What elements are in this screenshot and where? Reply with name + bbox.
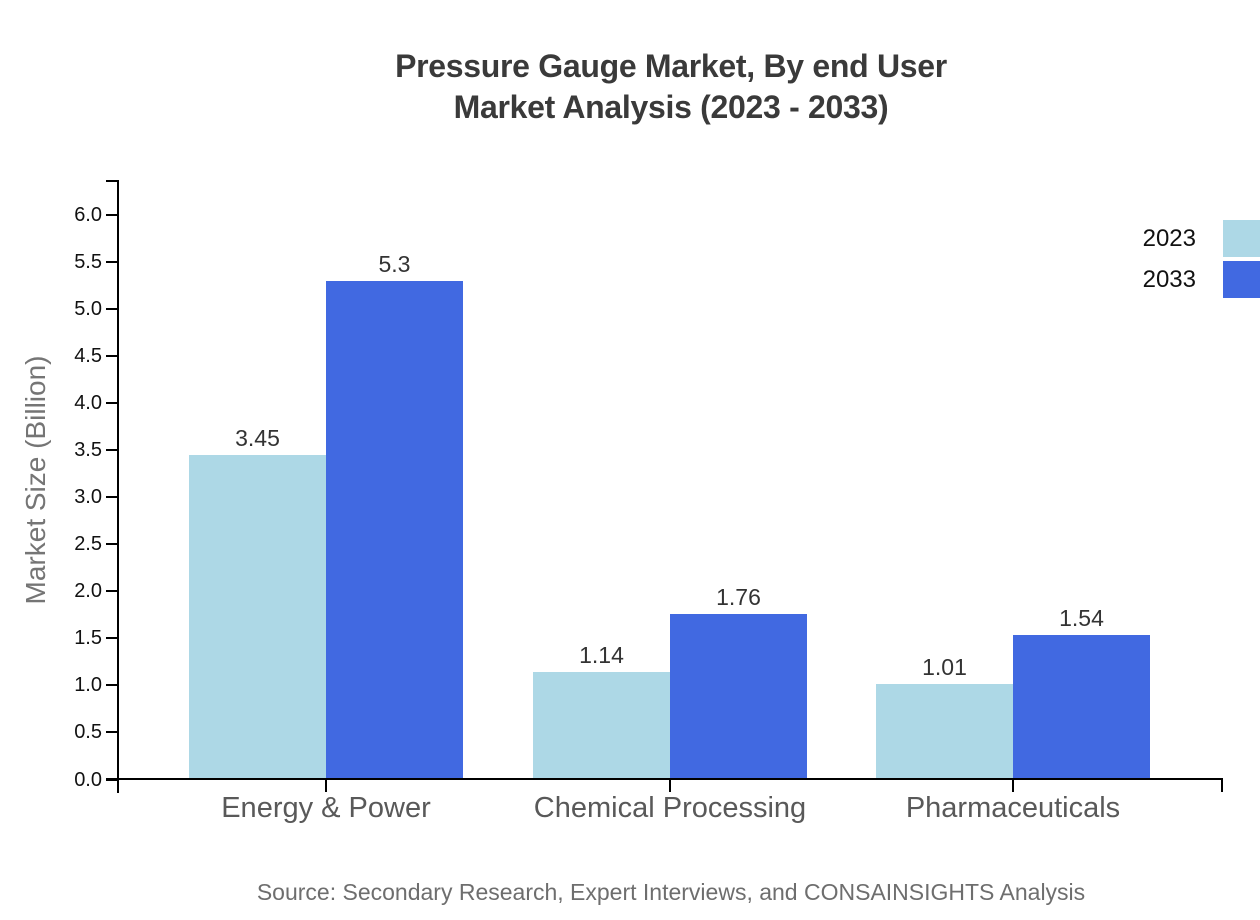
y-tick-label-2: 1.0 xyxy=(74,674,102,696)
y-tick-label-12: 6.0 xyxy=(74,204,102,226)
chart-title: Pressure Gauge Market, By end User Marke… xyxy=(119,46,1223,128)
y-tick-7 xyxy=(106,449,118,451)
x-tick-2 xyxy=(1012,778,1014,792)
legend-swatch-2033 xyxy=(1223,261,1260,298)
y-tick-6 xyxy=(106,496,118,498)
legend-swatch-2023 xyxy=(1223,220,1260,257)
chart-title-line2: Market Analysis (2023 - 2033) xyxy=(453,89,889,125)
y-tick-label-0: 0.0 xyxy=(74,769,102,791)
value-label-2033-energy-power: 5.3 xyxy=(378,251,411,277)
y-tick-11 xyxy=(106,261,118,263)
y-tick-label-3: 1.5 xyxy=(74,627,102,649)
y-tick-2 xyxy=(106,684,118,686)
x-tick-1 xyxy=(669,778,671,792)
y-tick-label-9: 4.5 xyxy=(74,345,102,367)
value-label-2033-pharmaceuticals: 1.54 xyxy=(1059,605,1104,631)
chart-title-line1: Pressure Gauge Market, By end User xyxy=(395,48,947,84)
y-tick-label-6: 3.0 xyxy=(74,486,102,508)
x-axis-right-cap xyxy=(1221,778,1223,792)
bar-2023-chemical-processing xyxy=(533,672,670,780)
legend-label-2033: 2033 xyxy=(1142,266,1196,293)
x-tick-0 xyxy=(325,778,327,792)
y-tick-9 xyxy=(106,355,118,357)
y-tick-label-5: 2.5 xyxy=(74,533,102,555)
y-tick-0 xyxy=(106,779,118,781)
y-axis-line xyxy=(117,180,119,793)
y-tick-label-7: 3.5 xyxy=(74,439,102,461)
category-label-2: Pharmaceuticals xyxy=(905,792,1121,824)
bar-2023-energy-power xyxy=(189,455,326,780)
y-tick-12 xyxy=(106,214,118,216)
bar-2033-energy-power xyxy=(326,281,463,780)
y-tick-8 xyxy=(106,402,118,404)
y-tick-3 xyxy=(106,637,118,639)
y-tick-10 xyxy=(106,308,118,310)
value-label-2023-pharmaceuticals: 1.01 xyxy=(922,654,967,680)
y-tick-label-8: 4.0 xyxy=(74,392,102,414)
bar-2023-pharmaceuticals xyxy=(876,684,1013,780)
bar-2033-chemical-processing xyxy=(670,614,807,780)
y-tick-label-10: 5.0 xyxy=(74,298,102,320)
x-axis-line xyxy=(106,778,1223,780)
y-tick-4 xyxy=(106,590,118,592)
source-note: Source: Secondary Research, Expert Inter… xyxy=(256,879,1086,905)
legend-label-2023: 2023 xyxy=(1142,225,1196,252)
category-label-1: Chemical Processing xyxy=(533,792,807,824)
y-tick-5 xyxy=(106,543,118,545)
bar-2033-pharmaceuticals xyxy=(1013,635,1150,780)
y-tick-1 xyxy=(106,731,118,733)
category-label-0: Energy & Power xyxy=(221,792,431,824)
y-tick-label-4: 2.0 xyxy=(74,580,102,602)
value-label-2023-energy-power: 3.45 xyxy=(235,425,280,451)
value-label-2023-chemical-processing: 1.14 xyxy=(579,642,624,668)
value-label-2033-chemical-processing: 1.76 xyxy=(716,584,761,610)
y-tick-label-1: 0.5 xyxy=(74,721,102,743)
y-tick-label-11: 5.5 xyxy=(74,251,102,273)
y-axis-top-cap xyxy=(106,180,119,182)
